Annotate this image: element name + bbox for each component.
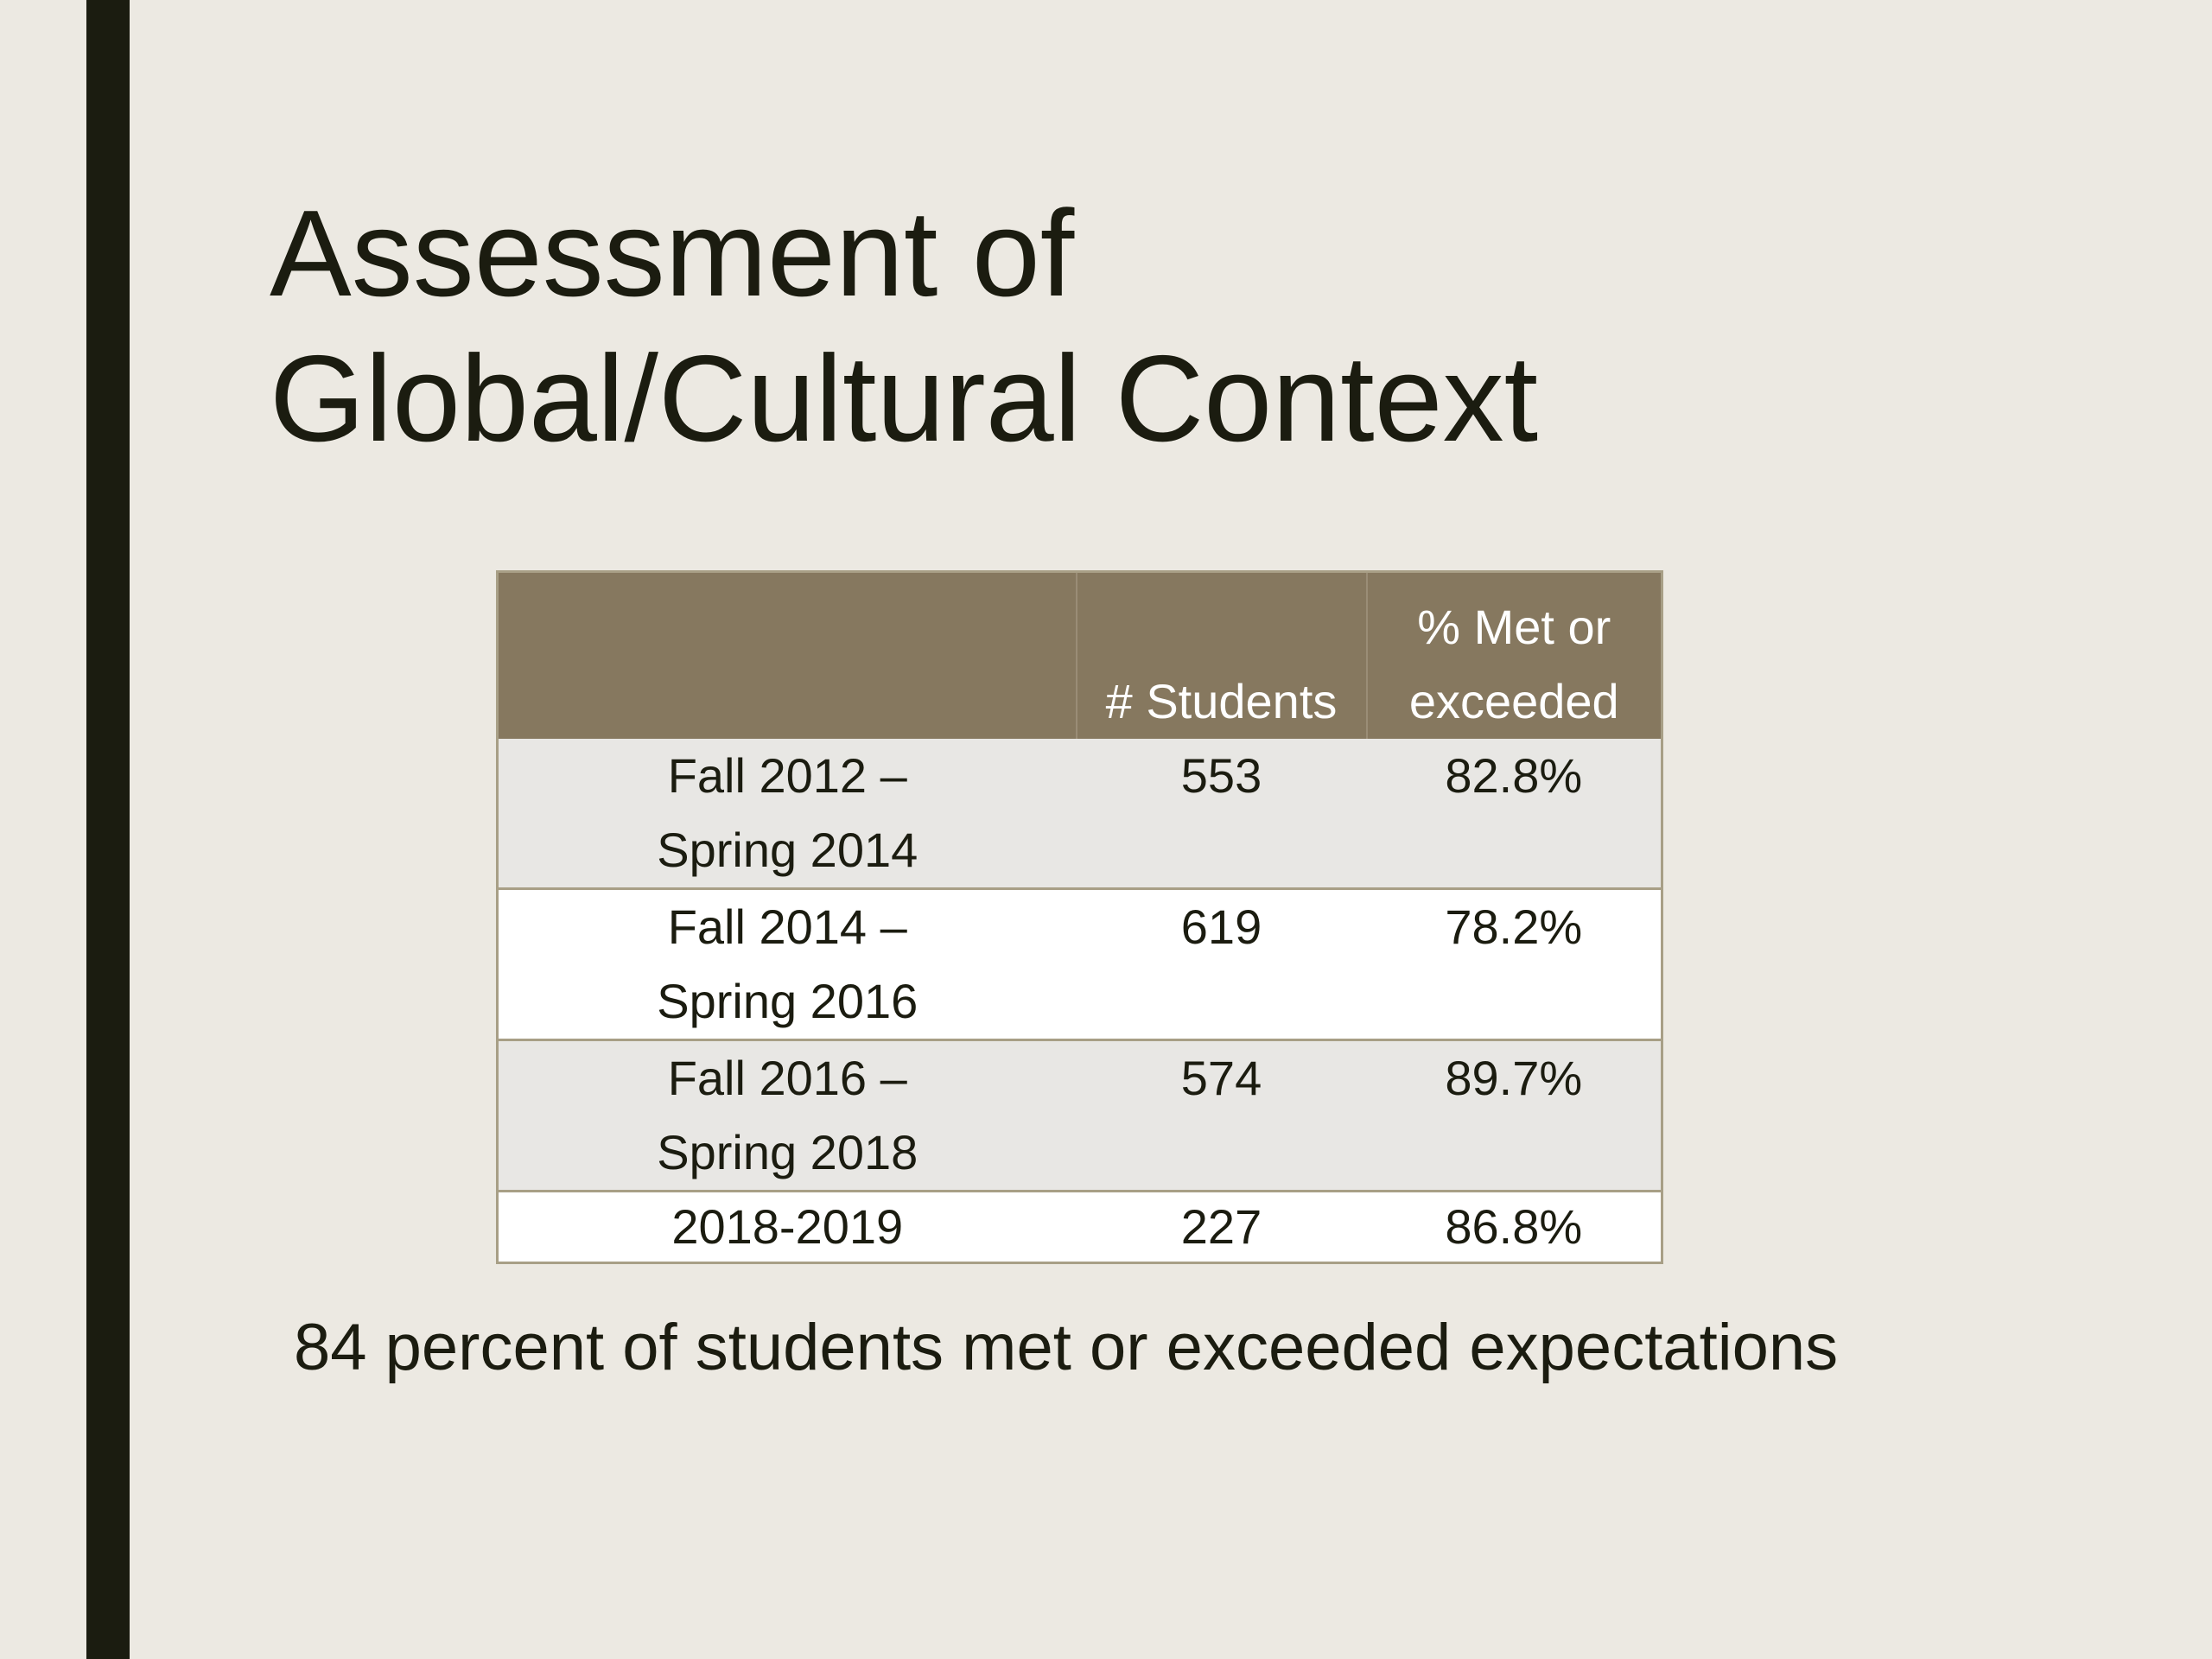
met-percent-cell: 82.8% [1366, 739, 1662, 889]
period-cell: Fall 2016 – Spring 2018 [497, 1039, 1077, 1192]
header-met-or-exceeded: % Met or exceeded [1365, 571, 1662, 739]
period-line-1: Fall 2012 – [667, 748, 907, 803]
assessment-table-container: # Students % Met or exceeded Fall 2012 –… [496, 570, 1663, 1264]
header-students-label: # Students [1105, 674, 1338, 728]
students-cell: 553 [1076, 739, 1367, 889]
period-line-2: Spring 2014 [657, 823, 918, 877]
period-line-1: Fall 2016 – [667, 1051, 907, 1105]
period-line-1: Fall 2014 – [667, 899, 907, 954]
header-period [497, 571, 1077, 739]
header-students: # Students [1075, 571, 1367, 739]
table-row: Fall 2014 – Spring 2016 619 78.2% [497, 888, 1662, 1040]
period-line-2: Spring 2016 [657, 974, 918, 1028]
slide-title-line-2: Global/Cultural Context [270, 330, 1539, 467]
period-cell: Fall 2012 – Spring 2014 [497, 739, 1077, 889]
met-percent-cell: 86.8% [1366, 1191, 1662, 1263]
left-accent-bar [86, 0, 130, 1659]
table-row: 2018-2019 227 86.8% [497, 1191, 1662, 1263]
met-percent-cell: 89.7% [1366, 1039, 1662, 1192]
table-header-row: # Students % Met or exceeded [497, 571, 1662, 739]
assessment-table: # Students % Met or exceeded Fall 2012 –… [496, 570, 1663, 1264]
header-met-line-1: % Met or [1417, 600, 1611, 654]
period-line-1: 2018-2019 [671, 1199, 904, 1254]
students-cell: 619 [1076, 888, 1367, 1040]
slide-title-line-1: Assessment of [270, 185, 1075, 322]
period-cell: 2018-2019 [497, 1191, 1077, 1263]
table-row: Fall 2012 – Spring 2014 553 82.8% [497, 739, 1662, 889]
students-cell: 574 [1076, 1039, 1367, 1192]
met-percent-cell: 78.2% [1366, 888, 1662, 1040]
table-row: Fall 2016 – Spring 2018 574 89.7% [497, 1039, 1662, 1192]
students-cell: 227 [1076, 1191, 1367, 1263]
period-line-2: Spring 2018 [657, 1125, 918, 1179]
summary-text: 84 percent of students met or exceeded e… [294, 1311, 1839, 1384]
header-met-line-2: exceeded [1408, 674, 1619, 728]
slide-title: Assessment of Global/Cultural Context [270, 181, 1998, 472]
period-cell: Fall 2014 – Spring 2016 [497, 888, 1077, 1040]
